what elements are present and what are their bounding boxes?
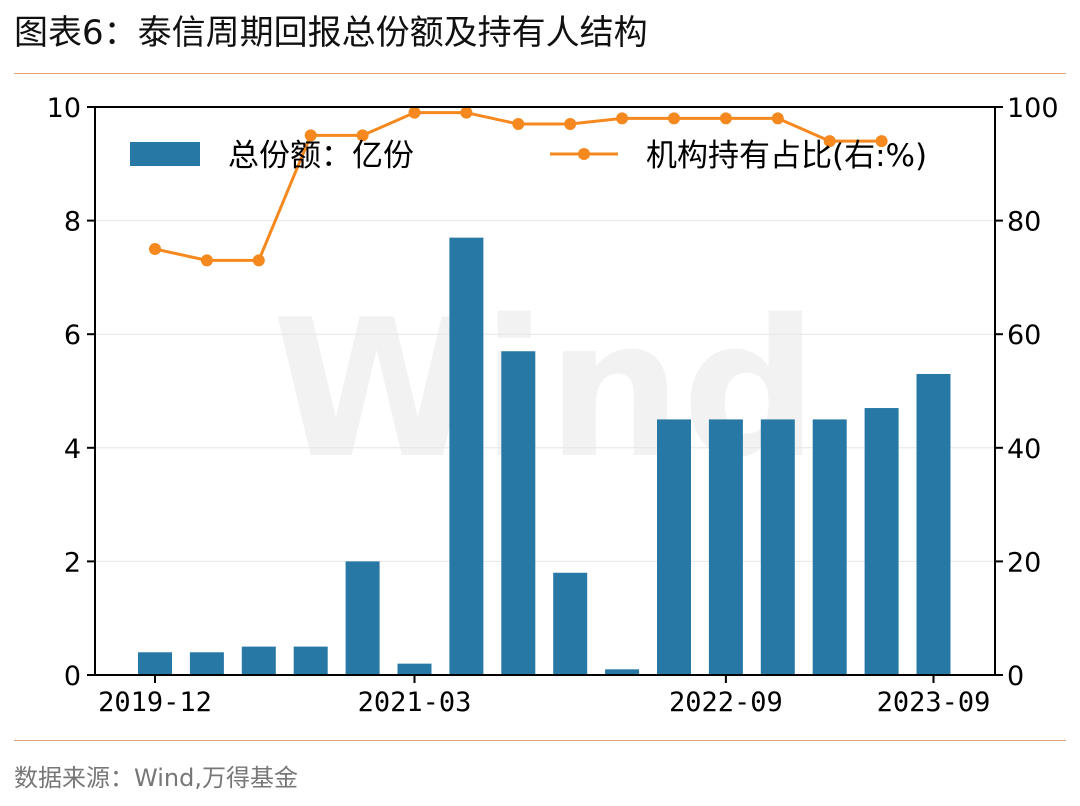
line-point [823, 135, 836, 148]
line-point [200, 254, 213, 267]
bar [708, 419, 743, 675]
y-left-tick-label: 0 [64, 661, 81, 692]
gridlines [95, 220, 995, 562]
y-left-tick-label: 2 [64, 547, 81, 578]
y-right-tick-label: 100 [1007, 93, 1059, 124]
line-point [875, 135, 888, 148]
bar [657, 419, 691, 675]
line-point [460, 106, 473, 119]
y-left-tick-label: 6 [64, 320, 81, 351]
title-divider [14, 73, 1066, 74]
bar [293, 646, 328, 675]
plot-frame [94, 106, 996, 676]
chart-title: 图表6：泰信周期回报总份额及持有人结构 [14, 13, 648, 53]
line-point [356, 129, 369, 142]
bar [605, 669, 640, 675]
line-point [771, 112, 784, 125]
y-right-tick-label: 0 [1007, 661, 1024, 692]
bar [449, 237, 484, 675]
bar [760, 419, 795, 675]
legend-bar-label: 总份额：亿份 [228, 138, 414, 174]
x-tick-label: 2022-09 [669, 687, 783, 718]
x-tick-label: 2021-03 [358, 687, 472, 718]
x-tick-label: 2023-09 [877, 687, 991, 718]
line-point [408, 106, 421, 119]
legend-line-label: 机构持有占比(右:%) [646, 138, 927, 174]
y-left-tick-label: 4 [64, 434, 81, 465]
line-point [719, 112, 732, 125]
bar [864, 408, 899, 675]
bar [138, 652, 172, 675]
bar [916, 373, 951, 675]
line-point [564, 118, 577, 131]
bar [345, 561, 380, 675]
y-right-tick-label: 80 [1007, 207, 1041, 238]
y-left-tick-label: 8 [64, 207, 81, 238]
bar [553, 572, 588, 675]
data-source: 数据来源：Wind,万得基金 [14, 764, 298, 792]
line-point [512, 118, 525, 131]
bar [397, 663, 432, 675]
legend: 总份额：亿份 机构持有占比(右:%) [130, 138, 927, 174]
line-point [616, 112, 629, 125]
line-series [149, 106, 888, 267]
y-right-tick-label: 20 [1007, 547, 1041, 578]
footer-divider [14, 740, 1066, 741]
line-path [154, 111, 882, 262]
y-left-tick-label: 10 [47, 93, 81, 124]
line-point [149, 243, 161, 255]
y-right-tick-label: 40 [1007, 434, 1041, 465]
y-right-tick-label: 60 [1007, 320, 1041, 351]
bar [501, 351, 536, 675]
bar [241, 646, 276, 675]
legend-line-marker [578, 148, 590, 160]
bar [189, 652, 224, 675]
legend-bar-swatch [130, 142, 200, 166]
line-point [668, 112, 680, 125]
line-point [304, 129, 317, 142]
line-point [252, 254, 265, 267]
bar [812, 419, 847, 675]
x-tick-label: 2019-12 [98, 687, 212, 718]
bar-series [138, 237, 951, 675]
